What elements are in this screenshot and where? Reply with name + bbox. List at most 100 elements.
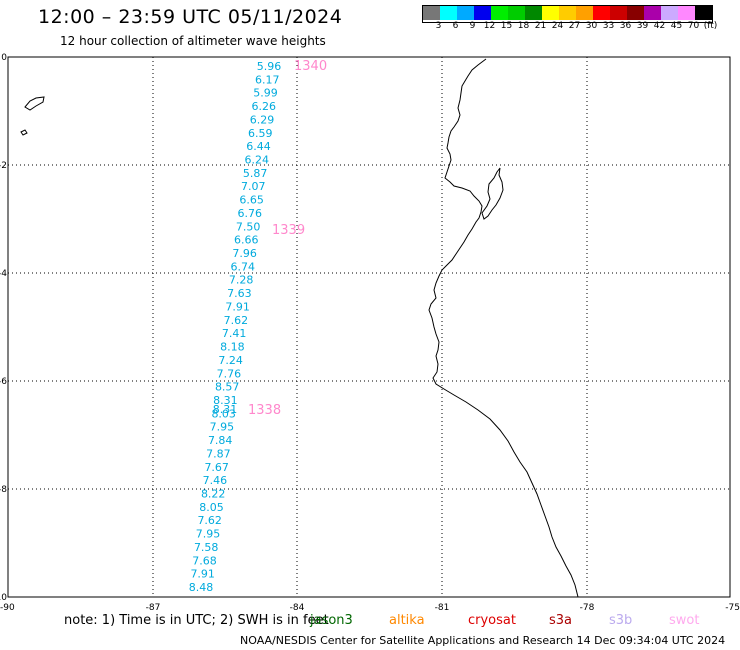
credit-line: NOAA/NESDIS Center for Satellite Applica… xyxy=(240,634,726,647)
swh-value: 7.50 xyxy=(236,220,261,233)
swh-value: 6.65 xyxy=(239,194,264,207)
swh-value: 6.44 xyxy=(246,140,271,153)
swh-value: 6.74 xyxy=(231,260,256,273)
legend-swatch xyxy=(576,6,593,20)
swh-value: 7.96 xyxy=(232,247,257,260)
swh-value: 8.31 xyxy=(213,394,238,407)
legend-swatch xyxy=(593,6,610,20)
swh-value: 7.63 xyxy=(227,287,252,300)
lat-tick-label: -8 xyxy=(0,485,7,495)
map-subtitle: 12 hour collection of altimeter wave hei… xyxy=(60,34,326,48)
legend-swatch xyxy=(610,6,627,20)
legend-swatch xyxy=(559,6,576,20)
swh-value: 7.24 xyxy=(218,354,243,367)
swh-track: 5.966.175.996.266.296.596.446.245.877.07… xyxy=(189,60,282,594)
lon-tick-label: -78 xyxy=(580,603,595,613)
swh-value: 8.22 xyxy=(201,488,226,501)
swh-value: 7.91 xyxy=(225,301,250,314)
legend-swatch xyxy=(474,6,491,20)
swh-value: 7.84 xyxy=(208,434,233,447)
mission-label-altika: altika xyxy=(389,613,425,628)
legend-label: 27 xyxy=(568,21,581,31)
swh-value: 7.95 xyxy=(196,528,221,541)
mission-label-swot: swot xyxy=(669,613,700,628)
legend-swatch xyxy=(661,6,678,20)
galapagos-island-small xyxy=(20,129,28,136)
swh-value: 7.67 xyxy=(204,461,229,474)
legend-swatch xyxy=(542,6,559,20)
swh-value: 5.99 xyxy=(253,87,278,100)
orbit-number: 1340 xyxy=(294,59,327,74)
legend-label: 21 xyxy=(534,21,547,31)
legend-swatch xyxy=(440,6,457,20)
swh-value: 7.62 xyxy=(224,314,249,327)
legend-swatch xyxy=(695,6,712,20)
legend-swatch xyxy=(525,6,542,20)
lat-tick-label: 0 xyxy=(1,53,7,63)
legend-label: 70 xyxy=(687,21,700,31)
orbit-labels: 1340 1339 1338 xyxy=(248,59,327,418)
lon-tick-label: -87 xyxy=(146,603,161,613)
coastline xyxy=(20,58,579,598)
lon-tick-label: -81 xyxy=(435,603,450,613)
legend-label: 33 xyxy=(602,21,615,31)
lat-tick-label: -10 xyxy=(0,593,7,603)
lat-tick-label: -2 xyxy=(0,161,7,171)
swh-value: 7.07 xyxy=(241,180,266,193)
map-grid: -90 -87 -84 -81 -78 -75 0 -2 -4 -6 -8 -10 xyxy=(0,53,740,613)
swh-value: 6.59 xyxy=(248,127,273,140)
lon-tick-label: -90 xyxy=(0,603,15,613)
legend-label: 39 xyxy=(636,21,649,31)
legend-swatch xyxy=(508,6,525,20)
color-scale-legend xyxy=(422,5,713,23)
swh-value: 7.87 xyxy=(206,447,231,460)
legend-label: 24 xyxy=(551,21,564,31)
swh-value: 8.03 xyxy=(211,407,236,420)
swh-value: 7.76 xyxy=(217,367,242,380)
swh-value: 6.17 xyxy=(255,73,280,86)
orbit-number: 1339 xyxy=(272,223,305,238)
swh-value: 7.68 xyxy=(192,554,217,567)
legend-label: 45 xyxy=(670,21,683,31)
swh-value: 7.95 xyxy=(210,421,235,434)
swh-value-overlap: 8.31 xyxy=(213,403,238,416)
lon-tick-label: -75 xyxy=(725,603,740,613)
footer-note: note: 1) Time is in UTC; 2) SWH is in fe… xyxy=(64,613,329,628)
legend-label: 30 xyxy=(585,21,598,31)
lon-tick-label: -84 xyxy=(290,603,305,613)
legend-label: 42 xyxy=(653,21,666,31)
swh-value: 8.18 xyxy=(220,341,245,354)
swh-value: 6.26 xyxy=(252,100,277,113)
legend-label: 12 xyxy=(483,21,496,31)
swh-value: 7.91 xyxy=(190,568,215,581)
swh-value: 7.46 xyxy=(203,474,228,487)
swh-value: 6.24 xyxy=(245,154,270,167)
legend-swatch xyxy=(423,6,440,20)
swh-value: 5.87 xyxy=(243,167,268,180)
legend-label: 6 xyxy=(452,21,459,31)
swh-value: 7.58 xyxy=(194,541,219,554)
legend-label: 18 xyxy=(517,21,530,31)
swh-value: 5.96 xyxy=(257,60,282,73)
mission-label-s3b: s3b xyxy=(609,613,633,628)
map-frame xyxy=(7,56,731,598)
swh-value: 7.28 xyxy=(229,274,254,287)
legend-label: 9 xyxy=(469,21,476,31)
mission-label-cryosat: cryosat xyxy=(468,613,516,628)
mission-label-jason3: jason3 xyxy=(310,613,353,628)
legend-label: (ft) xyxy=(703,21,718,31)
swh-value: 6.29 xyxy=(250,113,275,126)
swh-value: 8.48 xyxy=(189,581,214,594)
galapagos-island-large xyxy=(24,96,45,111)
legend-swatch xyxy=(627,6,644,20)
legend-label: 3 xyxy=(435,21,442,31)
legend-swatch xyxy=(491,6,508,20)
lat-tick-label: -4 xyxy=(0,269,7,279)
lat-tick-label: -6 xyxy=(0,377,7,387)
legend-swatch xyxy=(457,6,474,20)
mission-label-s3a: s3a xyxy=(549,613,573,628)
legend-label: 36 xyxy=(619,21,632,31)
ecuador-peru-coastline xyxy=(428,58,579,598)
map-title: 12:00 – 23:59 UTC 05/11/2024 xyxy=(38,6,343,28)
